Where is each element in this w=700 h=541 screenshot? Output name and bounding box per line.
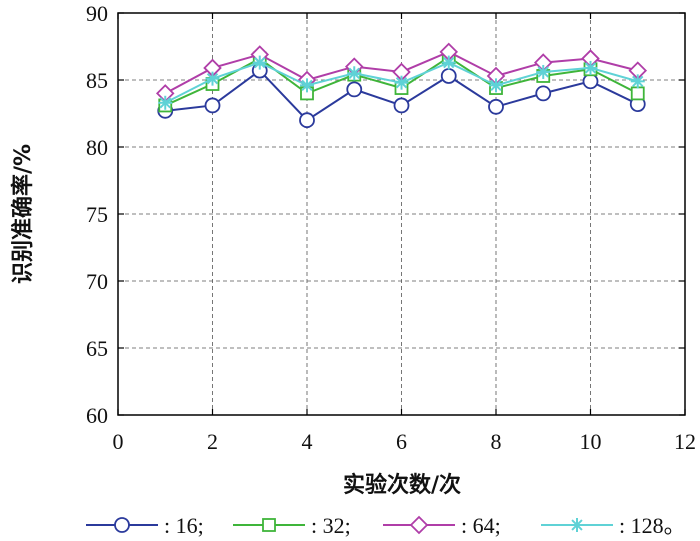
marker-asterisk-stroke	[206, 73, 219, 85]
marker-asterisk-stroke	[443, 56, 455, 69]
y-tick-label: 90	[86, 1, 108, 26]
marker-circle	[299, 112, 315, 129]
marker-asterisk-stroke	[584, 62, 597, 74]
marker-asterisk-stroke	[537, 66, 549, 78]
legend-label: : 64;	[461, 513, 501, 538]
marker-asterisk	[536, 64, 551, 79]
x-tick-label: 10	[580, 429, 602, 454]
marker-asterisk	[205, 71, 220, 86]
y-tick-label: 60	[86, 403, 108, 428]
marker-asterisk-stroke	[632, 75, 644, 87]
legend-label: : 128。	[619, 513, 686, 538]
marker-asterisk	[300, 78, 314, 93]
marker-circle	[204, 97, 221, 114]
x-tick-label: 0	[113, 429, 124, 454]
marker-asterisk-stroke	[490, 79, 502, 92]
marker-circle	[114, 517, 130, 533]
legend: : 16; : 32; : 64; : 128。	[86, 513, 686, 538]
marker-asterisk-stroke	[571, 519, 583, 531]
marker-asterisk	[570, 518, 584, 532]
marker-asterisk	[441, 55, 456, 70]
marker-circle	[346, 81, 363, 98]
axis-ticks: 60 65 70 75 80 85 90 0 2 4 6 8 10 12	[86, 1, 696, 454]
marker-asterisk	[252, 55, 267, 70]
marker-circle	[535, 85, 552, 102]
marker-square	[630, 86, 645, 101]
marker-asterisk-stroke	[348, 67, 360, 79]
x-tick-label: 4	[302, 429, 313, 454]
legend-label: : 16;	[164, 513, 204, 538]
marker-circle	[488, 98, 504, 115]
series-3	[158, 55, 645, 110]
marker-asterisk-stroke	[159, 97, 171, 109]
x-axis-title: 实验次数/次	[343, 472, 461, 498]
marker-asterisk-stroke	[301, 79, 313, 92]
marker-asterisk	[158, 95, 173, 110]
y-tick-label: 75	[86, 202, 108, 227]
legend-label: : 32;	[311, 513, 351, 538]
legend-item: : 128。	[541, 513, 686, 538]
marker-asterisk	[583, 60, 598, 75]
marker-asterisk	[347, 66, 362, 81]
marker-asterisk-stroke	[395, 77, 408, 89]
legend-item: : 64;	[383, 513, 501, 538]
x-tick-label: 2	[207, 429, 218, 454]
marker-square	[262, 518, 276, 532]
x-tick-label: 8	[491, 429, 502, 454]
marker-asterisk	[630, 74, 645, 89]
legend-item: : 32;	[233, 513, 351, 538]
x-tick-label: 12	[674, 429, 696, 454]
legend-item: : 16;	[86, 513, 204, 538]
marker-circle	[440, 68, 457, 84]
y-tick-label: 80	[86, 135, 108, 160]
marker-asterisk	[394, 75, 409, 90]
y-tick-label: 70	[86, 269, 108, 294]
y-tick-label: 85	[86, 68, 108, 93]
marker-asterisk-stroke	[254, 56, 266, 69]
x-tick-label: 6	[396, 429, 407, 454]
marker-circle	[582, 73, 599, 90]
y-axis-title: 识别准确率/%	[10, 144, 36, 284]
y-tick-label: 65	[86, 336, 108, 361]
marker-diamond	[409, 515, 429, 535]
series-layer	[155, 42, 648, 129]
marker-asterisk	[489, 78, 503, 93]
marker-circle	[393, 97, 410, 114]
series-2	[155, 42, 648, 103]
